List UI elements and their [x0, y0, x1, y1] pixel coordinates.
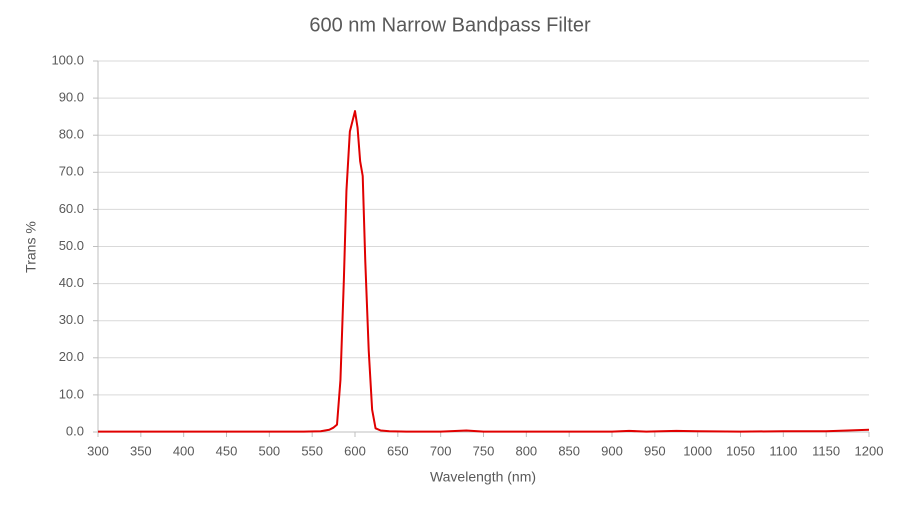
y-tick-label: 40.0: [59, 275, 84, 290]
chart-title: 600 nm Narrow Bandpass Filter: [309, 14, 591, 36]
x-tick-label: 1200: [855, 443, 884, 458]
x-tick-label: 900: [601, 443, 623, 458]
x-tick-label: 500: [258, 443, 280, 458]
x-tick-label: 1000: [683, 443, 712, 458]
x-tick-label: 350: [130, 443, 152, 458]
y-tick-label: 50.0: [59, 238, 84, 253]
x-tick-label: 600: [344, 443, 366, 458]
y-tick-label: 80.0: [59, 127, 84, 142]
y-axis-title: Trans %: [23, 221, 39, 273]
y-tick-label: 20.0: [59, 349, 84, 364]
x-tick-label: 450: [216, 443, 238, 458]
x-tick-label: 550: [301, 443, 323, 458]
y-tick-label: 90.0: [59, 90, 84, 105]
x-tick-label: 1100: [769, 443, 797, 458]
y-tick-label: 10.0: [59, 386, 84, 401]
x-tick-label: 700: [430, 443, 452, 458]
x-tick-label: 850: [558, 443, 580, 458]
y-tick-label: 30.0: [59, 312, 84, 327]
x-tick-label: 1050: [726, 443, 755, 458]
x-tick-label: 950: [644, 443, 666, 458]
data-line: [98, 110, 870, 433]
x-tick-label: 650: [387, 443, 409, 458]
x-tick-label: 400: [173, 443, 195, 458]
x-axis-title: Wavelength (nm): [430, 469, 536, 485]
x-tick-label: 300: [87, 443, 109, 458]
y-tick-label: 100.0: [51, 52, 84, 67]
x-tick-label: 800: [515, 443, 537, 458]
y-tick-label: 60.0: [59, 201, 84, 216]
x-tick-label: 750: [473, 443, 495, 458]
y-tick-label: 70.0: [59, 164, 84, 179]
y-tick-label: 0.0: [66, 423, 84, 438]
x-tick-label: 1150: [812, 443, 840, 458]
